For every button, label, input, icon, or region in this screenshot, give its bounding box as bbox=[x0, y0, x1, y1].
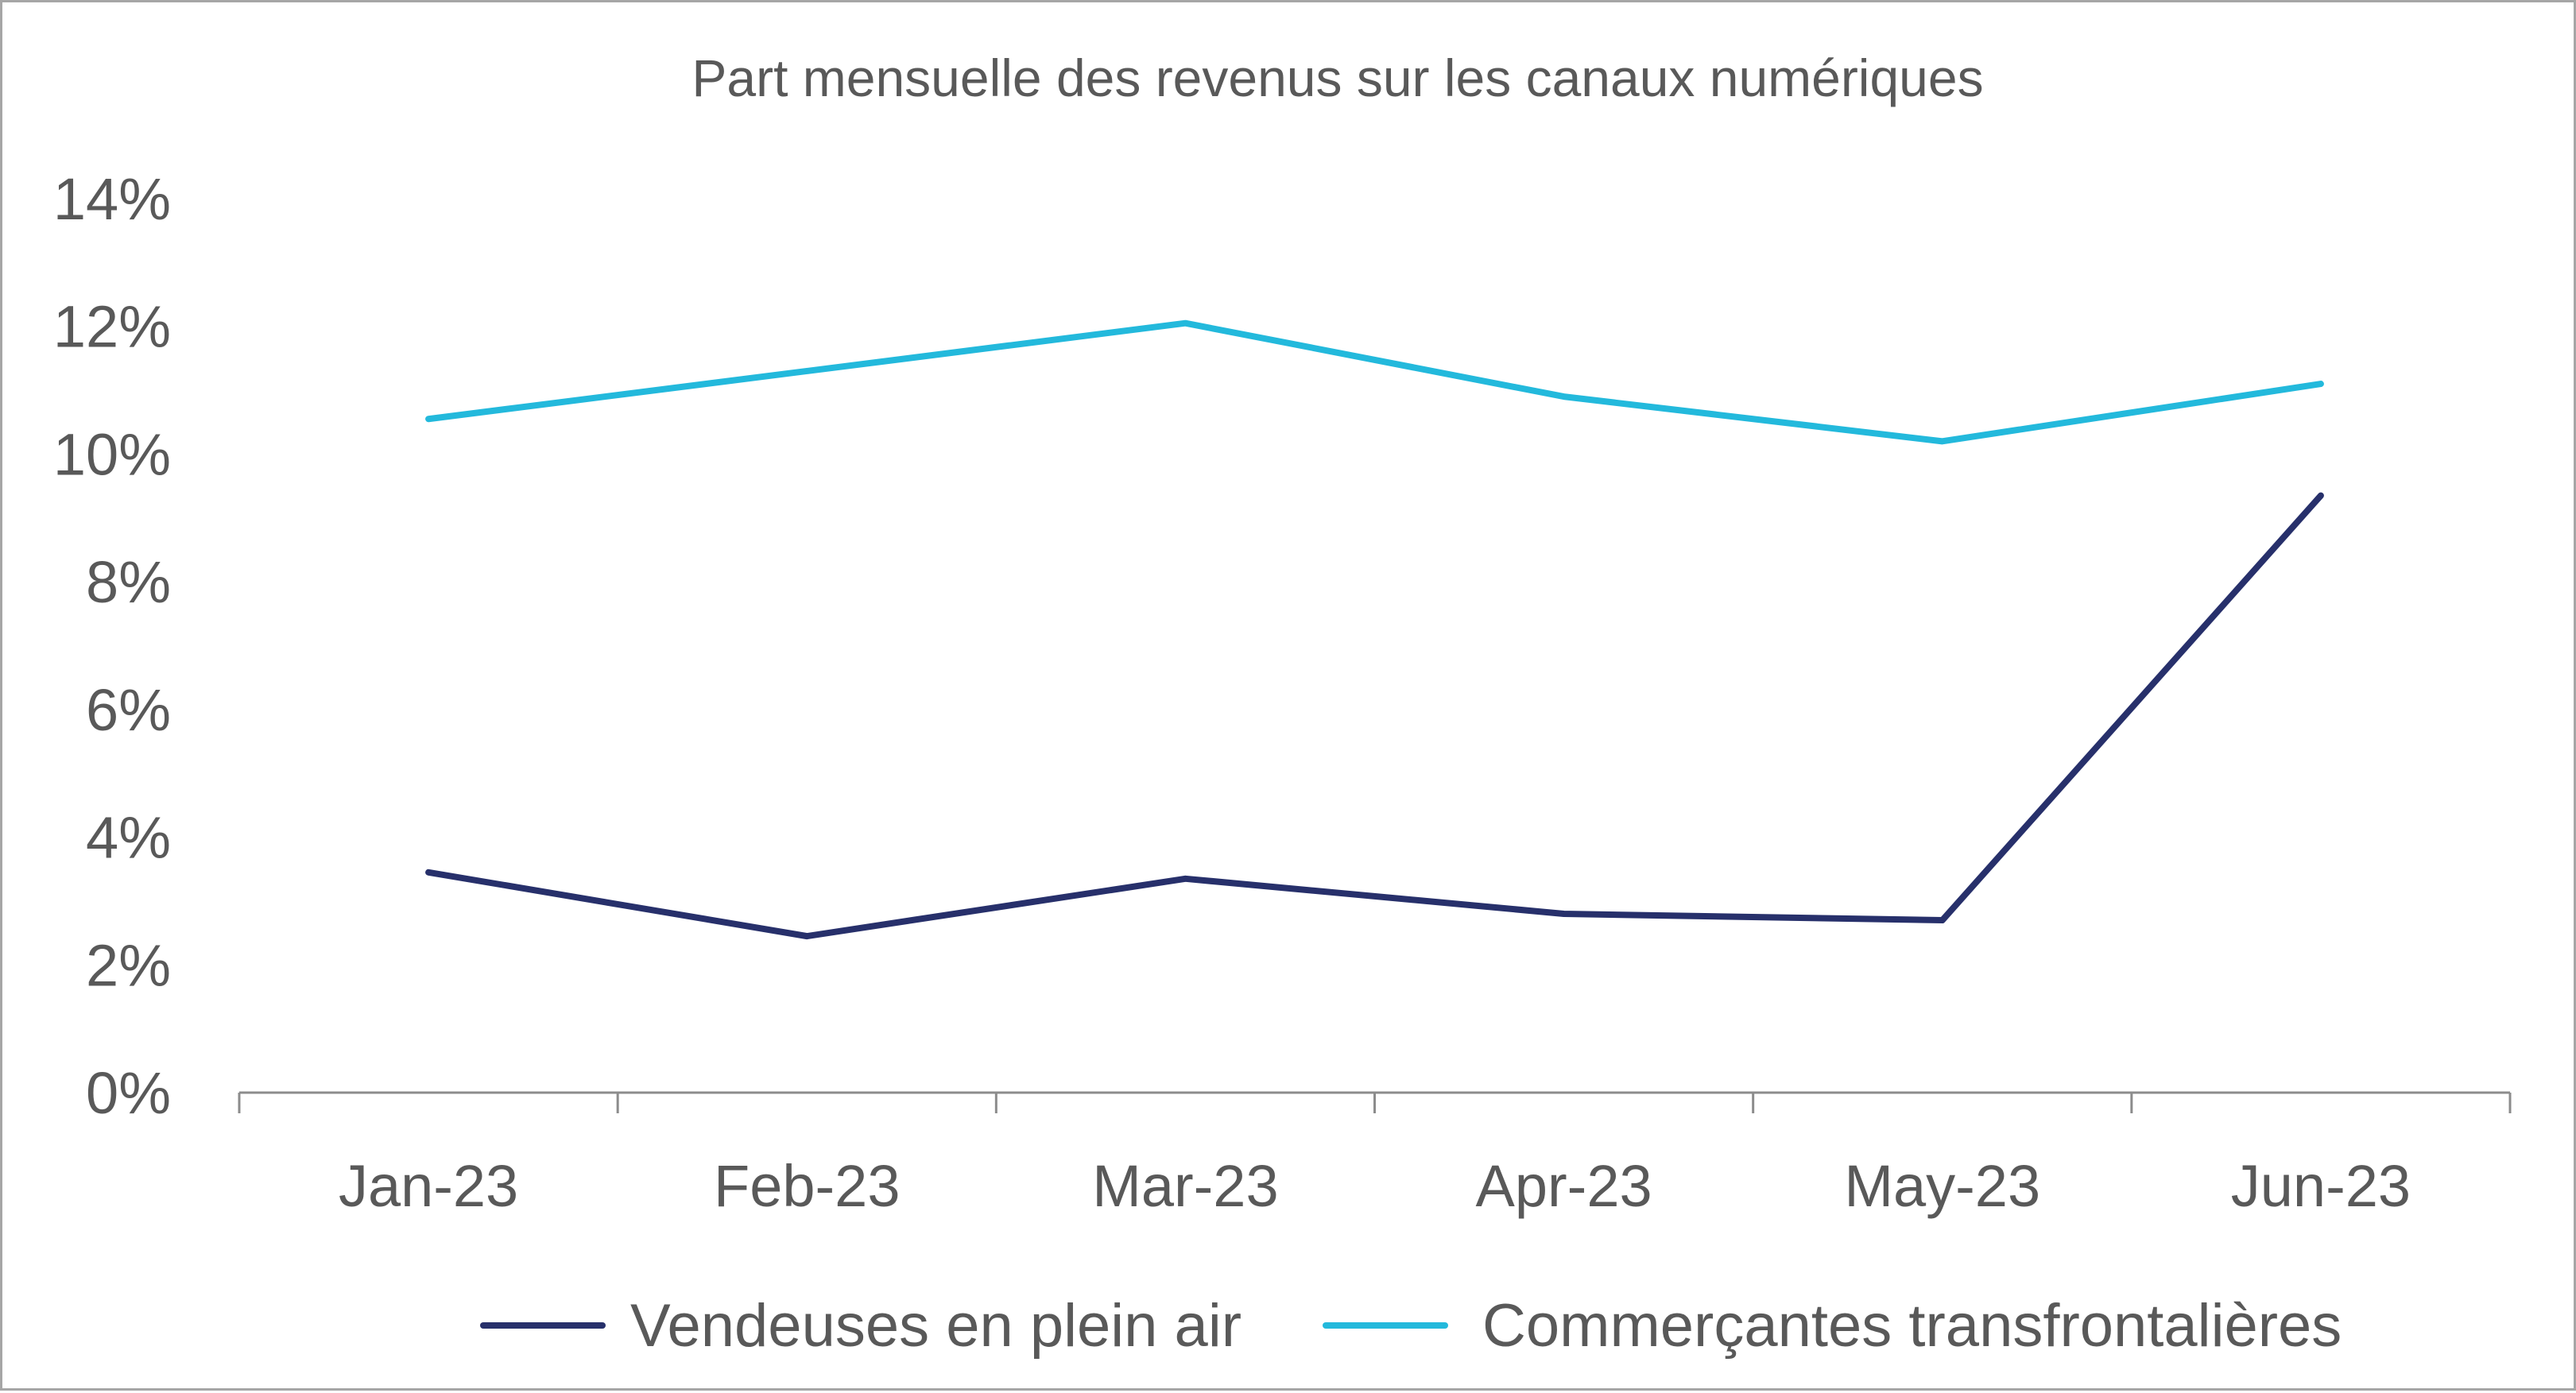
x-tick-label: May-23 bbox=[1844, 1153, 2040, 1219]
y-tick-label: 8% bbox=[86, 549, 171, 615]
y-tick-label: 10% bbox=[53, 421, 171, 487]
y-tick-label: 0% bbox=[86, 1060, 171, 1126]
legend-label-2: Commerçantes transfrontalières bbox=[1482, 1292, 2342, 1360]
chart-title: Part mensuelle des revenus sur les canau… bbox=[691, 48, 1983, 107]
y-tick-label: 4% bbox=[86, 805, 171, 871]
x-tick-label: Feb-23 bbox=[714, 1153, 900, 1219]
series-layer bbox=[425, 319, 2324, 940]
x-tick-label: Mar-23 bbox=[1092, 1153, 1278, 1219]
x-tick-label: Apr-23 bbox=[1476, 1153, 1652, 1219]
y-tick-label: 6% bbox=[86, 677, 171, 743]
x-axis: Jan-23 Feb-23 Mar-23 Apr-23 May-23 Jun-23 bbox=[238, 1091, 2512, 1219]
y-tick-label: 2% bbox=[86, 932, 171, 998]
x-tick-label: Jun-23 bbox=[2231, 1153, 2411, 1219]
legend: Vendeuses en plein air Commerçantes trans… bbox=[480, 1292, 2342, 1360]
y-tick-label: 14% bbox=[53, 166, 171, 232]
legend-label-1: Vendeuses en plein air bbox=[630, 1292, 1242, 1360]
series-line-1 bbox=[425, 492, 2324, 940]
x-tick-label: Jan-23 bbox=[339, 1153, 518, 1219]
y-axis-ticks: 0% 2% 4% 6% 8% 10% 12% 14% bbox=[53, 166, 171, 1126]
y-tick-label: 12% bbox=[53, 294, 171, 360]
series-line-2 bbox=[425, 319, 2324, 445]
